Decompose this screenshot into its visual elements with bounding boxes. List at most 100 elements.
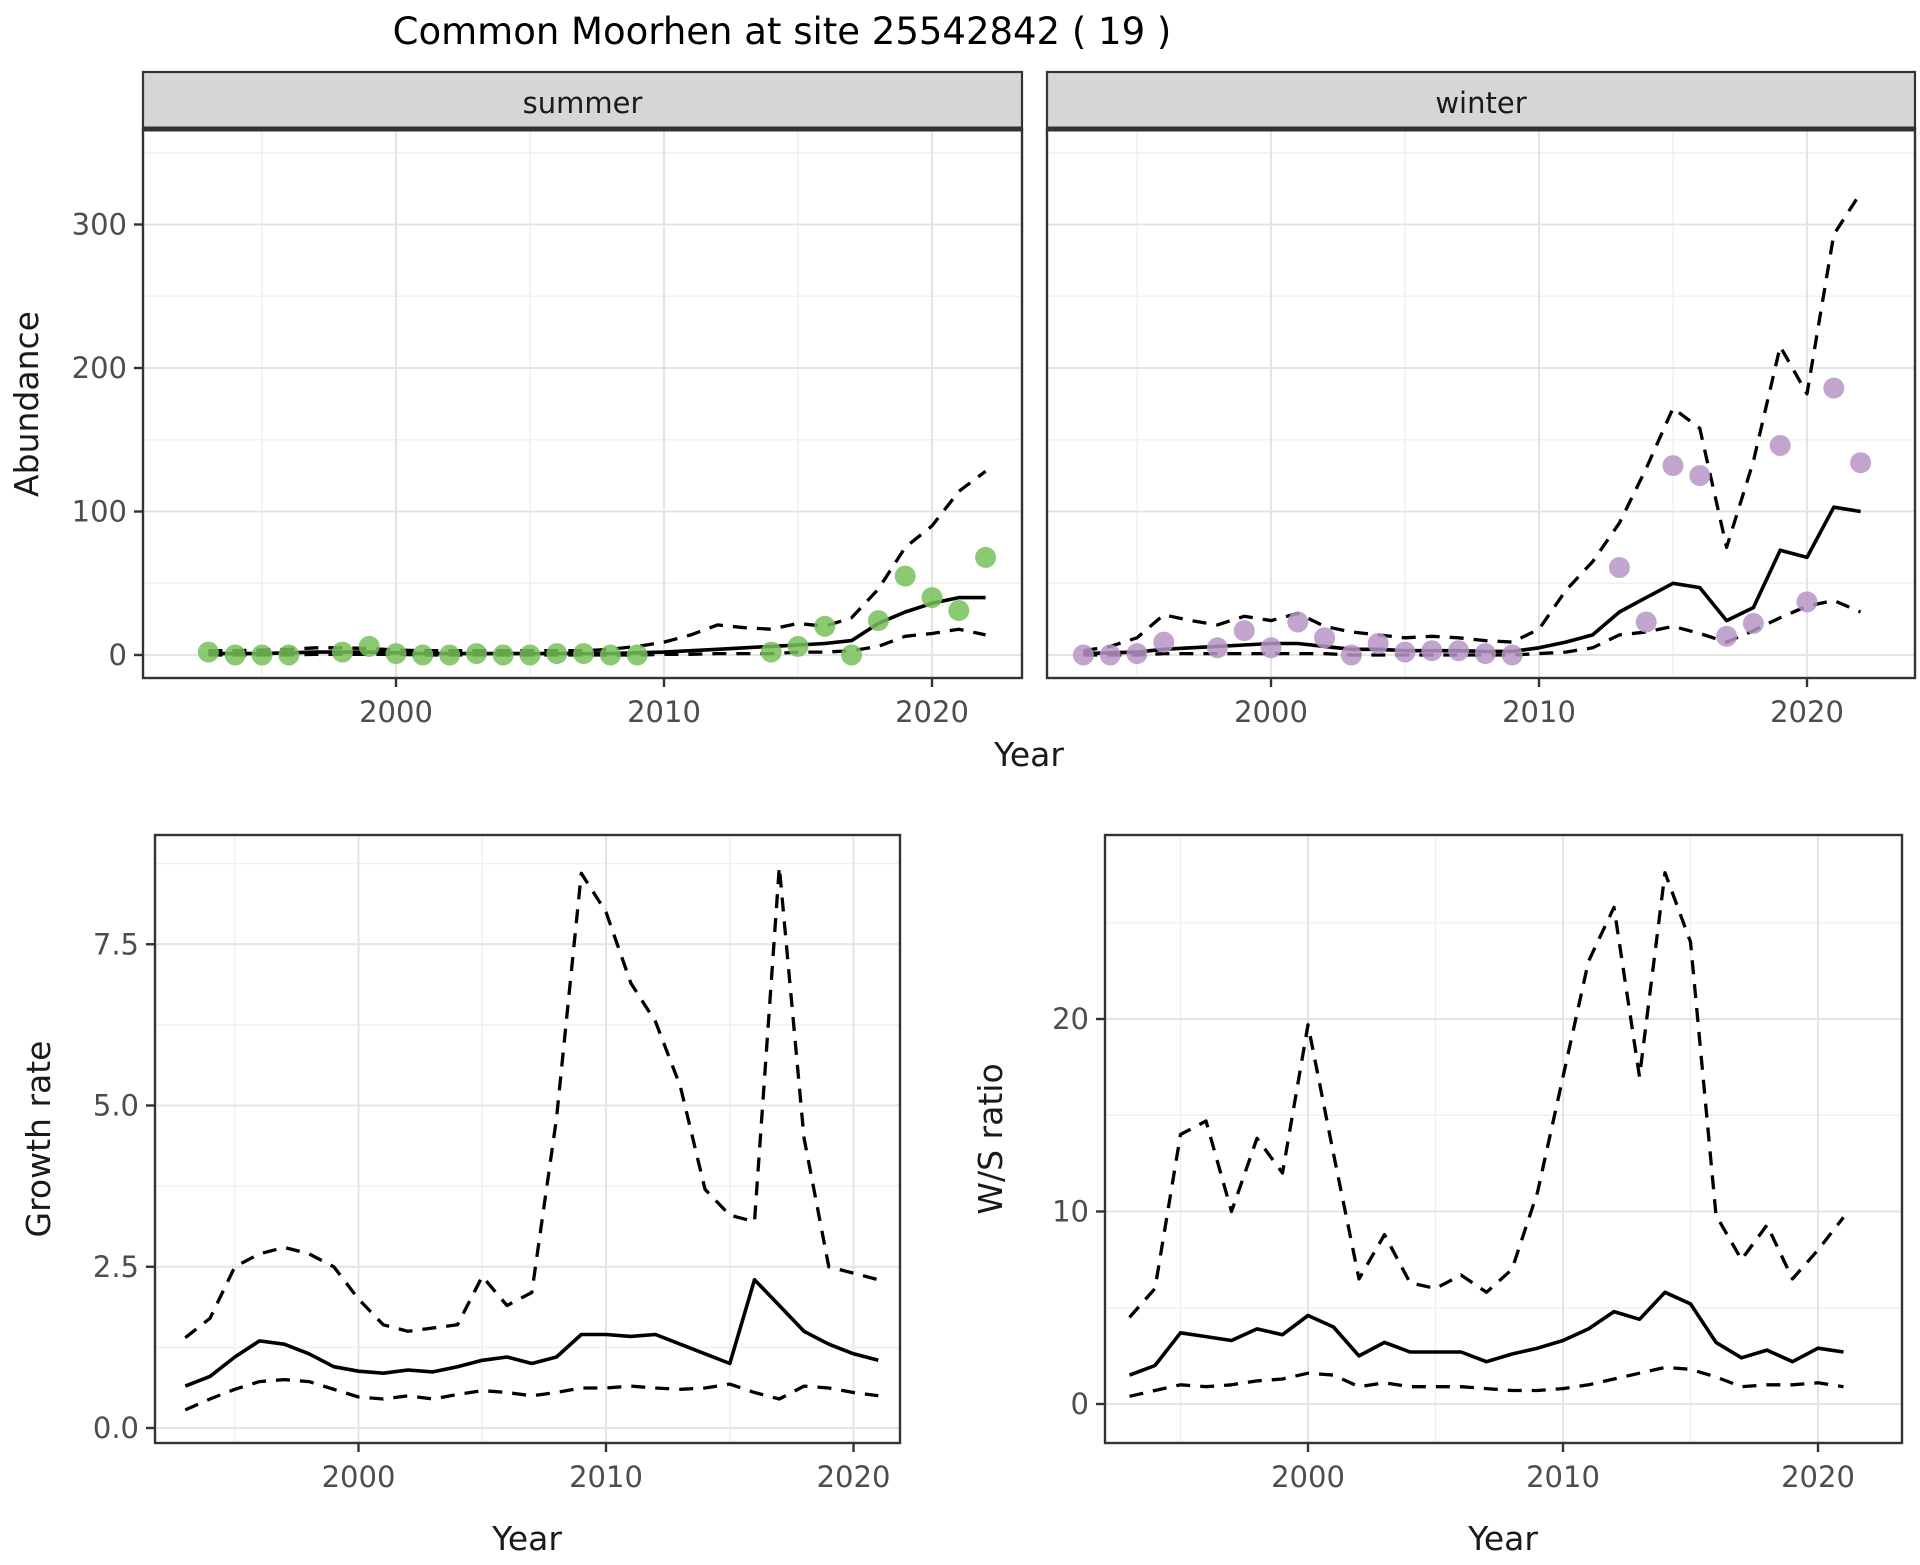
facet-strip	[1045, 70, 1917, 131]
data-point	[841, 644, 863, 666]
data-point	[1394, 641, 1416, 663]
data-point	[894, 565, 916, 587]
data-point	[1635, 611, 1657, 633]
x-tick-label: 2010	[1526, 1460, 1600, 1494]
y-tick-label: 0	[109, 638, 127, 672]
x-tick-label: 2010	[1502, 695, 1576, 729]
x-axis-title-year-bottom-left: Year	[491, 1519, 562, 1558]
y-tick-label: 2.5	[93, 1250, 139, 1284]
x-tick-label: 2000	[1271, 1460, 1345, 1494]
y-tick-label: 5.0	[93, 1089, 139, 1123]
figure-title: Common Moorhen at site 25542842 ( 19 )	[393, 10, 1172, 53]
data-point	[1153, 631, 1175, 653]
y-tick-label: 10	[1052, 1195, 1089, 1229]
data-point	[519, 644, 541, 666]
data-point	[1206, 637, 1228, 659]
data-point	[921, 587, 943, 609]
data-point	[1769, 435, 1791, 456]
data-point	[1421, 640, 1443, 662]
data-point	[1742, 612, 1764, 634]
data-point	[573, 643, 595, 665]
x-tick-label: 2010	[627, 695, 701, 729]
data-point	[626, 644, 648, 666]
data-point	[1850, 452, 1872, 474]
data-point	[331, 641, 353, 663]
panel-background	[1105, 835, 1902, 1443]
panel-background	[1047, 129, 1915, 678]
data-point	[1823, 377, 1845, 399]
data-point	[1689, 465, 1711, 487]
y-tick-label: 200	[72, 351, 127, 385]
x-axis-title-year-bottom-right: Year	[1467, 1519, 1538, 1558]
panel-abundance-winter: winter 2000 2010 2020	[1045, 70, 1917, 729]
data-point	[439, 644, 461, 666]
x-tick-label: 2000	[359, 695, 433, 729]
data-point	[1314, 627, 1336, 649]
data-point	[867, 610, 889, 632]
data-point	[465, 643, 487, 665]
x-tick-label: 2020	[1770, 695, 1844, 729]
data-point	[1662, 455, 1684, 477]
facet-strip-label: winter	[1435, 86, 1526, 120]
y-tick-label: 0	[1071, 1387, 1089, 1421]
x-tick-label: 2000	[1234, 695, 1308, 729]
data-point	[760, 641, 782, 663]
data-point	[224, 644, 246, 666]
data-point	[492, 644, 514, 666]
data-point	[358, 635, 380, 657]
upper-ci-line	[1128, 871, 1845, 1319]
data-point	[975, 546, 997, 568]
x-tick-label: 2020	[895, 695, 969, 729]
data-point	[787, 635, 809, 657]
data-point	[1474, 643, 1496, 665]
data-point	[1796, 591, 1818, 613]
data-point	[1233, 620, 1255, 642]
data-point	[1099, 644, 1121, 666]
y-axis-title-ws-ratio: W/S ratio	[971, 1063, 1010, 1214]
data-point	[278, 644, 300, 666]
lower-ci-line	[184, 1377, 879, 1412]
data-point	[1501, 644, 1523, 666]
data-point	[1608, 557, 1630, 578]
data-point	[1287, 611, 1309, 633]
data-point	[1448, 640, 1470, 662]
facet-strip	[141, 70, 1024, 131]
panel-ws-ratio: 2000 2010 2020 0 10 20	[1052, 833, 1904, 1494]
data-point	[1072, 644, 1094, 666]
x-axis-title-year-top: Year	[993, 735, 1064, 774]
x-tick-label: 2010	[569, 1460, 643, 1494]
panel-abundance-summer: summer 2000 2010 2020 0 100 200 300	[72, 70, 1024, 729]
data-point	[1367, 633, 1389, 654]
y-tick-label: 300	[72, 208, 127, 242]
y-axis-title-growth-rate: Growth rate	[19, 1041, 58, 1238]
data-point	[385, 643, 407, 665]
y-tick-label: 100	[72, 495, 127, 529]
data-point	[599, 644, 621, 666]
facet-strip-label: summer	[523, 86, 643, 120]
mean-line	[184, 1277, 879, 1388]
x-tick-label: 2000	[322, 1460, 396, 1494]
panel-background	[155, 835, 900, 1443]
data-point	[1260, 637, 1282, 659]
data-point	[1340, 644, 1362, 666]
data-point	[197, 641, 219, 663]
y-tick-label: 0.0	[93, 1411, 139, 1445]
x-tick-label: 2020	[1781, 1460, 1855, 1494]
y-tick-label: 7.5	[93, 927, 139, 961]
panel-growth-rate: 2000 2010 2020 0.0 2.5 5.0 7.5	[93, 833, 902, 1494]
y-axis-title-abundance: Abundance	[7, 311, 46, 497]
data-point	[412, 644, 434, 666]
data-point	[546, 643, 568, 665]
y-tick-label: 20	[1052, 1002, 1089, 1036]
data-point	[1716, 625, 1738, 647]
lower-ci-line	[1129, 1365, 1844, 1398]
panel-border	[1103, 833, 1904, 1445]
panel-border	[153, 833, 902, 1445]
x-tick-label: 2020	[817, 1460, 891, 1494]
data-point	[948, 600, 970, 621]
mean-line	[1128, 1290, 1844, 1377]
panel-background	[143, 129, 1022, 678]
